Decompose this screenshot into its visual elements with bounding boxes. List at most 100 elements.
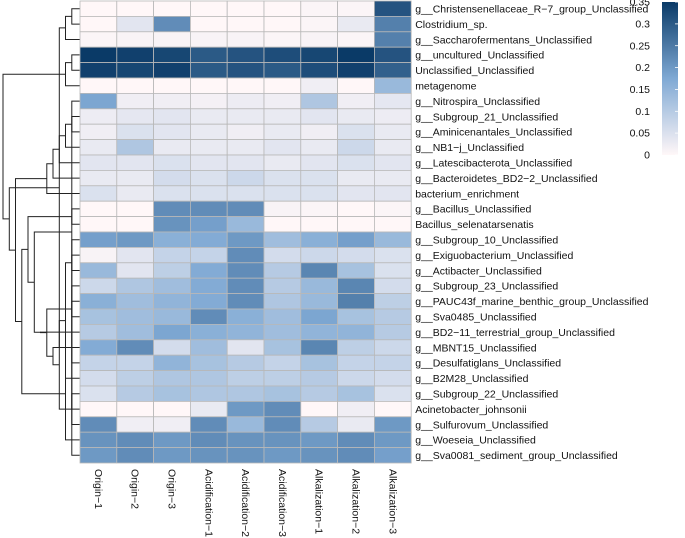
colorbar-tick-label: 0.35 xyxy=(630,0,651,9)
heatmap-cell xyxy=(373,77,412,94)
column-label: Origin−2 xyxy=(129,469,141,509)
heatmap-cell xyxy=(153,139,191,156)
heatmap-cell xyxy=(373,354,412,372)
row-label: g__Christensenellaceae_R−7_group_Unclass… xyxy=(415,4,648,16)
heatmap-cell xyxy=(300,139,338,156)
heatmap-cell xyxy=(300,262,338,279)
heatmap-cell xyxy=(189,246,228,264)
heatmap-cell xyxy=(263,77,302,94)
heatmap-cell xyxy=(373,385,412,402)
heatmap-cell xyxy=(373,31,412,48)
heatmap-cell xyxy=(373,293,412,310)
heatmap-cell xyxy=(300,431,338,449)
row-label: g__MBNT15_Unclassified xyxy=(415,342,537,354)
heatmap-cell xyxy=(189,308,228,325)
heatmap-cell xyxy=(79,354,118,372)
heatmap-cell xyxy=(337,277,375,295)
heatmap-cell xyxy=(300,400,338,418)
heatmap-cell xyxy=(373,123,412,140)
heatmap-cell xyxy=(79,277,118,295)
heatmap-cell xyxy=(226,62,265,79)
heatmap-cell xyxy=(116,447,155,464)
heatmap-cell xyxy=(153,216,191,233)
heatmap-cell xyxy=(373,370,412,387)
heatmap-cell xyxy=(226,200,265,217)
heatmap-cell xyxy=(337,216,375,233)
heatmap-cell xyxy=(300,200,338,217)
heatmap-cell xyxy=(226,46,265,64)
row-label: g__Saccharofermentans_Unclassified xyxy=(415,34,592,46)
heatmap-cell xyxy=(153,370,191,387)
heatmap-cell xyxy=(153,308,191,325)
heatmap-cell xyxy=(79,293,118,310)
heatmap-cell xyxy=(337,447,375,464)
heatmap-cell xyxy=(189,277,228,295)
row-label: g__Exiguobacterium_Unclassified xyxy=(415,250,573,262)
heatmap-cell xyxy=(116,323,155,341)
heatmap-cell xyxy=(189,93,228,110)
row-label: g__PAUC43f_marine_benthic_group_Unclassi… xyxy=(415,296,648,308)
heatmap-cell xyxy=(373,62,412,79)
heatmap-cell xyxy=(373,216,412,233)
heatmap-cell xyxy=(337,108,375,125)
dendrogram-branch xyxy=(65,123,80,148)
heatmap-cell xyxy=(300,185,338,202)
colorbar-tick-label: 0.2 xyxy=(635,62,650,74)
heatmap-cell xyxy=(116,385,155,402)
heatmap-cell xyxy=(189,323,228,341)
heatmap-cell xyxy=(263,231,302,248)
heatmap-cell xyxy=(116,416,155,433)
heatmap-cell xyxy=(300,15,338,33)
heatmap-cell xyxy=(263,447,302,464)
heatmap-cell xyxy=(226,416,265,433)
heatmap-cell xyxy=(300,277,338,295)
heatmap-cell xyxy=(300,308,338,325)
heatmap-cell xyxy=(79,15,118,33)
heatmap-cell xyxy=(153,293,191,310)
heatmap-cell xyxy=(189,185,228,202)
row-label: g__Subgroup_21_Unclassified xyxy=(415,111,558,123)
heatmap-cell xyxy=(153,354,191,372)
heatmap-cell xyxy=(263,139,302,156)
row-label: g__BD2−11_terrestrial_group_Unclassified xyxy=(415,327,615,339)
heatmap-cell xyxy=(189,154,228,171)
heatmap-cell xyxy=(153,339,191,356)
heatmap-cell xyxy=(189,31,228,48)
colorbar-tick-label: 0.1 xyxy=(635,106,650,118)
dendrogram-branch xyxy=(40,331,80,334)
heatmap-cell xyxy=(79,308,118,325)
heatmap-cell xyxy=(300,416,338,433)
row-label: g__Bacillus_Unclassified xyxy=(415,204,531,216)
heatmap-cell xyxy=(263,46,302,64)
dendrogram-branch xyxy=(65,62,80,87)
heatmap-cell xyxy=(153,123,191,140)
heatmap-cell xyxy=(116,31,155,48)
heatmap-cell xyxy=(263,216,302,233)
heatmap-cell xyxy=(226,308,265,325)
heatmap-cell xyxy=(153,323,191,341)
heatmap-cell xyxy=(116,293,155,310)
column-label: Origin−3 xyxy=(166,469,178,509)
heatmap-cell xyxy=(226,77,265,94)
heatmap-cell xyxy=(189,370,228,387)
heatmap-cell xyxy=(189,169,228,187)
heatmap-cell xyxy=(337,0,375,17)
dendrogram-branch xyxy=(58,135,80,164)
heatmap-cell xyxy=(263,154,302,171)
heatmap-cell xyxy=(226,185,265,202)
row-label: g__Subgroup_23_Unclassified xyxy=(415,281,558,293)
heatmap-cell xyxy=(226,169,265,187)
heatmap-cell xyxy=(373,416,412,433)
dendrogram-branch xyxy=(58,27,80,348)
heatmap-cell xyxy=(337,169,375,187)
heatmap-cell xyxy=(189,139,228,156)
heatmap-cell xyxy=(373,323,412,341)
colorbar-ticks: 0 0.05 0.1 0.15 0.2 0.25 0.3 0.35 xyxy=(630,0,678,162)
heatmap-cell xyxy=(79,77,118,94)
heatmap-cell xyxy=(116,231,155,248)
heatmap-cell xyxy=(153,108,191,125)
heatmap-cell xyxy=(337,200,375,217)
heatmap-cell xyxy=(373,262,412,279)
heatmap-cell xyxy=(153,431,191,449)
